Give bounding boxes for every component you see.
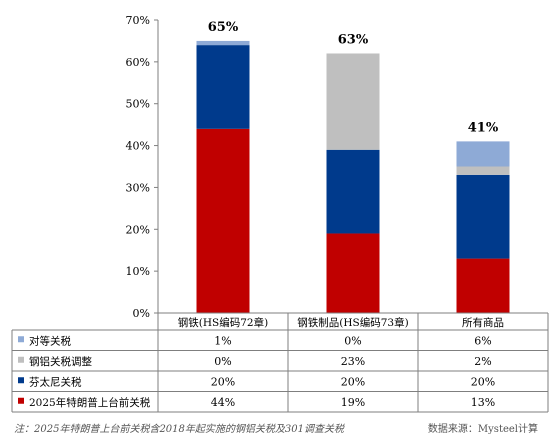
- bar-segment: [326, 233, 380, 313]
- y-tick-label: 10%: [126, 265, 150, 278]
- data-cell: 20%: [341, 375, 365, 388]
- y-tick-label: 70%: [126, 14, 150, 27]
- data-cell: 0%: [214, 355, 231, 368]
- bar-total-label: 65%: [208, 20, 239, 35]
- bar-segment: [196, 128, 250, 313]
- legend-label: 芬太尼关税: [29, 375, 82, 388]
- bar-segment: [456, 174, 510, 259]
- category-label: 钢铁制品(HS编码73章): [297, 316, 408, 329]
- legend-label: 2025年特朗普上台前关税: [29, 396, 151, 409]
- bar-segment: [326, 149, 380, 234]
- data-cell: 23%: [341, 355, 365, 368]
- bar-segment: [196, 40, 250, 46]
- y-tick-label: 30%: [126, 181, 150, 194]
- data-cell: 13%: [471, 396, 495, 409]
- y-tick-label: 20%: [126, 223, 150, 236]
- bar-segment: [326, 53, 380, 150]
- data-cell: 44%: [211, 396, 235, 409]
- data-cell: 19%: [341, 396, 365, 409]
- legend-swatch: [18, 336, 24, 343]
- data-cell: 6%: [474, 334, 491, 347]
- bar-total-label: 41%: [468, 120, 499, 135]
- footnote: 注：2025年特朗普上台前关税含2018年起实施的钢铝关税及301调查关税: [14, 424, 344, 435]
- legend-swatch: [18, 397, 24, 404]
- data-source: 数据来源：Mysteel计算: [427, 424, 538, 435]
- y-tick-label: 60%: [126, 56, 150, 69]
- category-label: 所有商品: [462, 316, 504, 329]
- y-tick-label: 40%: [126, 140, 150, 153]
- bar-total-label: 63%: [338, 32, 369, 47]
- data-cell: 20%: [211, 375, 235, 388]
- y-tick-label: 0%: [133, 307, 150, 320]
- data-cell: 1%: [214, 334, 231, 347]
- bar-segment: [456, 258, 510, 313]
- y-tick-label: 50%: [126, 98, 150, 111]
- data-cell: 2%: [474, 355, 491, 368]
- data-cell: 20%: [471, 375, 495, 388]
- legend-swatch: [18, 356, 24, 363]
- category-label: 钢铁(HS编码72章): [178, 316, 268, 329]
- bar-segment: [456, 166, 510, 175]
- legend-label: 钢铝关税调整: [29, 355, 92, 368]
- legend-label: 对等关税: [29, 334, 71, 347]
- legend-swatch: [18, 377, 24, 384]
- bar-segment: [456, 141, 510, 167]
- bar-segment: [196, 45, 250, 129]
- data-cell: 0%: [344, 334, 361, 347]
